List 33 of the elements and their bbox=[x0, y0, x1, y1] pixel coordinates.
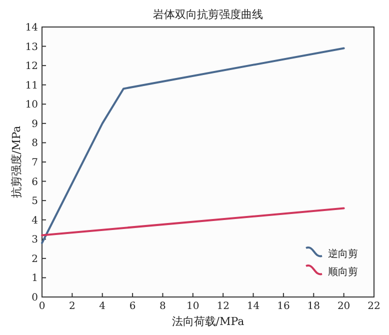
y-tick-label: 14 bbox=[25, 22, 38, 34]
y-tick-label: 3 bbox=[32, 234, 38, 246]
x-tick-label: 20 bbox=[337, 301, 350, 312]
y-tick-label: 6 bbox=[32, 176, 38, 188]
x-tick-label: 6 bbox=[129, 301, 136, 312]
legend-label: 顺向剪 bbox=[328, 266, 358, 278]
x-tick-label: 18 bbox=[307, 301, 320, 312]
y-tick-label: 5 bbox=[32, 196, 38, 208]
line-series bbox=[41, 47, 345, 244]
y-tick-label: 7 bbox=[32, 158, 38, 168]
x-tick-label: 12 bbox=[216, 301, 230, 312]
x-tick-label: 10 bbox=[186, 301, 200, 312]
x-tick-label: 0 bbox=[38, 301, 46, 312]
y-tick-label: 0 bbox=[32, 292, 38, 304]
y-tick-label: 10 bbox=[25, 100, 38, 111]
y-tick-label: 1 bbox=[32, 273, 38, 284]
y-tick-label: 12 bbox=[25, 61, 38, 72]
x-tick-label: 2 bbox=[68, 301, 76, 312]
y-tick-label: 9 bbox=[32, 118, 38, 130]
y-axis-title: 抗剪强度/MPa bbox=[10, 125, 23, 198]
y-tick-label: 8 bbox=[32, 138, 38, 150]
x-tick-label: 22 bbox=[368, 301, 380, 312]
legend-label: 逆向剪 bbox=[328, 248, 358, 260]
x-tick-label: 4 bbox=[99, 301, 106, 312]
chart-title: 岩体双向抗剪强度曲线 bbox=[153, 8, 263, 21]
x-tick-label: 14 bbox=[246, 301, 260, 312]
y-tick-label: 13 bbox=[25, 42, 38, 53]
y-tick-label: 4 bbox=[32, 215, 38, 226]
y-tick-label: 11 bbox=[25, 80, 38, 92]
x-axis-title: 法向荷载/MPa bbox=[172, 315, 245, 328]
x-tick-label: 8 bbox=[160, 301, 166, 312]
y-tick-label: 2 bbox=[32, 254, 38, 265]
x-tick-label: 16 bbox=[277, 301, 290, 312]
